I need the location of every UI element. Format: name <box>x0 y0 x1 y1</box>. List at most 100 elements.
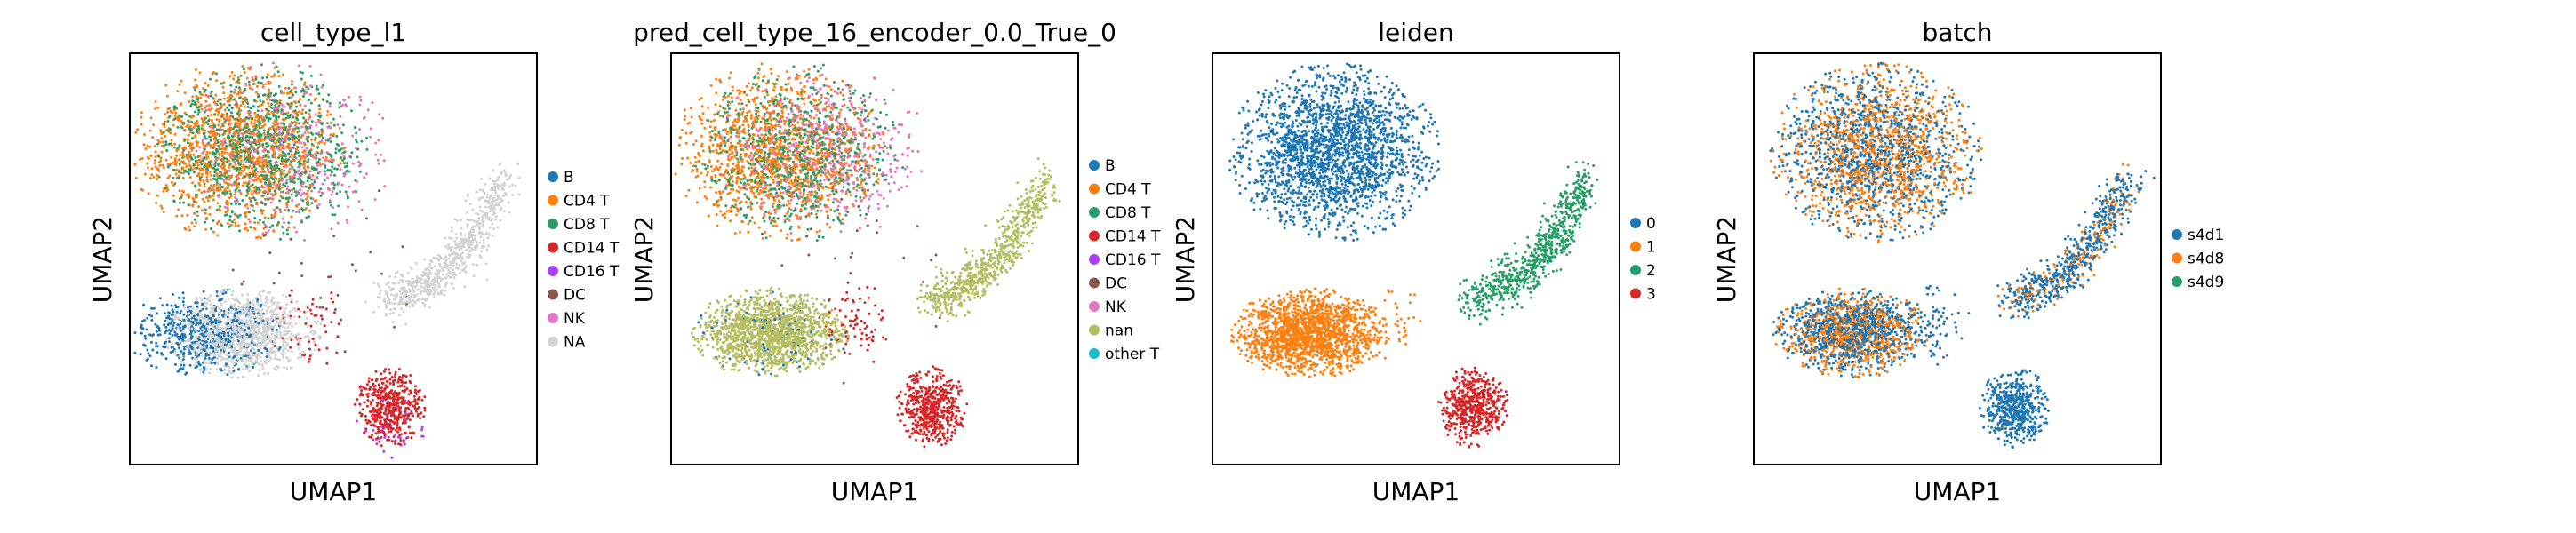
data-point <box>261 290 264 293</box>
data-point <box>250 200 252 203</box>
data-point <box>376 426 379 428</box>
data-point <box>303 239 306 242</box>
data-point <box>285 330 288 332</box>
data-point <box>395 371 397 374</box>
data-point <box>286 131 289 133</box>
data-point <box>339 127 341 130</box>
data-point <box>379 441 381 443</box>
data-point <box>389 382 392 385</box>
data-point <box>236 93 239 96</box>
data-point <box>246 189 249 192</box>
data-point <box>462 246 465 249</box>
data-point <box>148 333 151 336</box>
data-point <box>312 156 315 159</box>
data-point <box>424 410 427 412</box>
data-point <box>193 312 196 314</box>
data-point <box>283 123 285 126</box>
data-point <box>175 306 178 308</box>
data-point <box>148 157 150 160</box>
data-point <box>466 249 468 251</box>
data-point <box>284 327 286 330</box>
data-point <box>472 263 475 266</box>
data-point <box>237 314 240 317</box>
data-point <box>234 213 236 216</box>
data-point <box>313 181 316 184</box>
data-point <box>281 187 284 189</box>
data-point <box>275 130 277 132</box>
data-point <box>391 376 394 378</box>
data-point <box>267 342 269 345</box>
data-point <box>263 129 266 131</box>
data-point <box>228 352 230 354</box>
data-point <box>374 432 377 434</box>
data-point <box>502 195 505 197</box>
data-point <box>271 198 274 201</box>
data-point <box>284 87 287 90</box>
data-point <box>460 232 462 235</box>
data-point <box>204 228 207 231</box>
data-point <box>223 98 226 100</box>
data-point <box>155 100 157 103</box>
data-point <box>255 308 258 311</box>
data-point <box>135 177 138 179</box>
data-point <box>458 243 460 245</box>
data-point <box>270 111 273 114</box>
data-point <box>228 219 231 222</box>
data-point <box>410 266 412 269</box>
data-point <box>380 372 382 375</box>
data-point <box>291 199 293 202</box>
data-point <box>279 99 282 102</box>
data-point <box>224 148 227 151</box>
data-point <box>203 179 205 182</box>
data-point <box>406 297 409 299</box>
data-point <box>499 219 501 222</box>
data-point <box>208 372 211 375</box>
data-point <box>405 305 408 307</box>
data-point <box>234 200 236 203</box>
data-point <box>295 106 298 108</box>
data-point <box>196 145 198 147</box>
data-point <box>156 178 158 180</box>
data-point <box>270 193 273 195</box>
data-point <box>252 187 255 189</box>
data-point <box>358 104 361 107</box>
data-point <box>289 317 292 320</box>
data-point <box>262 120 265 123</box>
data-point <box>211 338 213 341</box>
data-point <box>285 202 288 204</box>
data-point <box>250 337 252 339</box>
data-point <box>188 155 190 157</box>
data-point <box>370 424 372 426</box>
data-point <box>164 121 166 123</box>
data-point <box>412 432 415 434</box>
data-point <box>245 336 248 338</box>
data-point <box>181 154 184 156</box>
data-point <box>308 215 310 218</box>
data-point <box>462 238 465 241</box>
data-point <box>506 179 508 181</box>
data-point <box>223 334 226 337</box>
data-point <box>451 230 453 233</box>
data-point <box>378 396 380 399</box>
data-point <box>392 321 395 323</box>
data-point <box>208 104 211 107</box>
data-point <box>340 131 343 134</box>
data-point <box>503 182 506 185</box>
data-point <box>314 139 316 141</box>
data-point <box>480 250 483 252</box>
data-point <box>163 145 165 147</box>
data-point <box>213 164 216 167</box>
data-point <box>404 290 407 293</box>
data-point <box>393 326 396 329</box>
data-point <box>273 326 276 329</box>
data-point <box>278 358 281 361</box>
data-point <box>305 311 308 314</box>
data-point <box>460 253 462 256</box>
data-point <box>224 344 227 346</box>
data-point <box>372 388 375 391</box>
data-point <box>300 141 302 144</box>
data-point <box>229 75 232 77</box>
data-point <box>226 115 228 117</box>
data-point <box>157 170 160 172</box>
data-point <box>239 156 242 159</box>
